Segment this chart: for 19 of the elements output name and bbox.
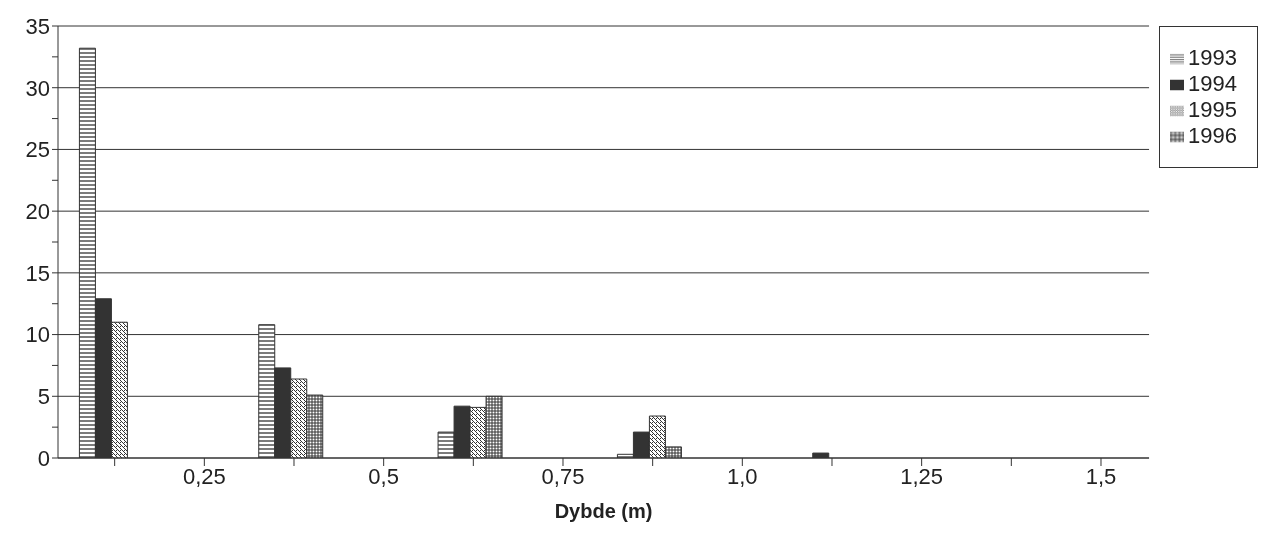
y-tick-label: 30: [25, 75, 50, 101]
x-tick-label: 1,25: [900, 463, 944, 489]
y-tick-label: 10: [25, 322, 50, 348]
x-tick-label: 0,5: [368, 463, 399, 489]
y-tick-label: 25: [25, 137, 50, 163]
y-tick-label: 20: [25, 198, 50, 224]
x-axis-title: Dybde (m): [554, 500, 653, 522]
y-tick-label: 5: [37, 384, 50, 410]
y-tick-label: 0: [37, 445, 50, 471]
legend-label: 1993: [1188, 45, 1237, 70]
y-tick-label: 15: [25, 260, 50, 286]
x-tick-label: 0,25: [182, 463, 226, 489]
x-tick-label: 1,5: [1085, 463, 1117, 489]
x-tick-label: 0,75: [541, 463, 585, 489]
legend-label: 1994: [1188, 71, 1237, 96]
x-tick-label: 1,0: [727, 463, 758, 489]
legend-label: 1996: [1188, 123, 1237, 148]
y-tick-label: 35: [25, 13, 50, 39]
legend-label: 1995: [1188, 97, 1237, 122]
